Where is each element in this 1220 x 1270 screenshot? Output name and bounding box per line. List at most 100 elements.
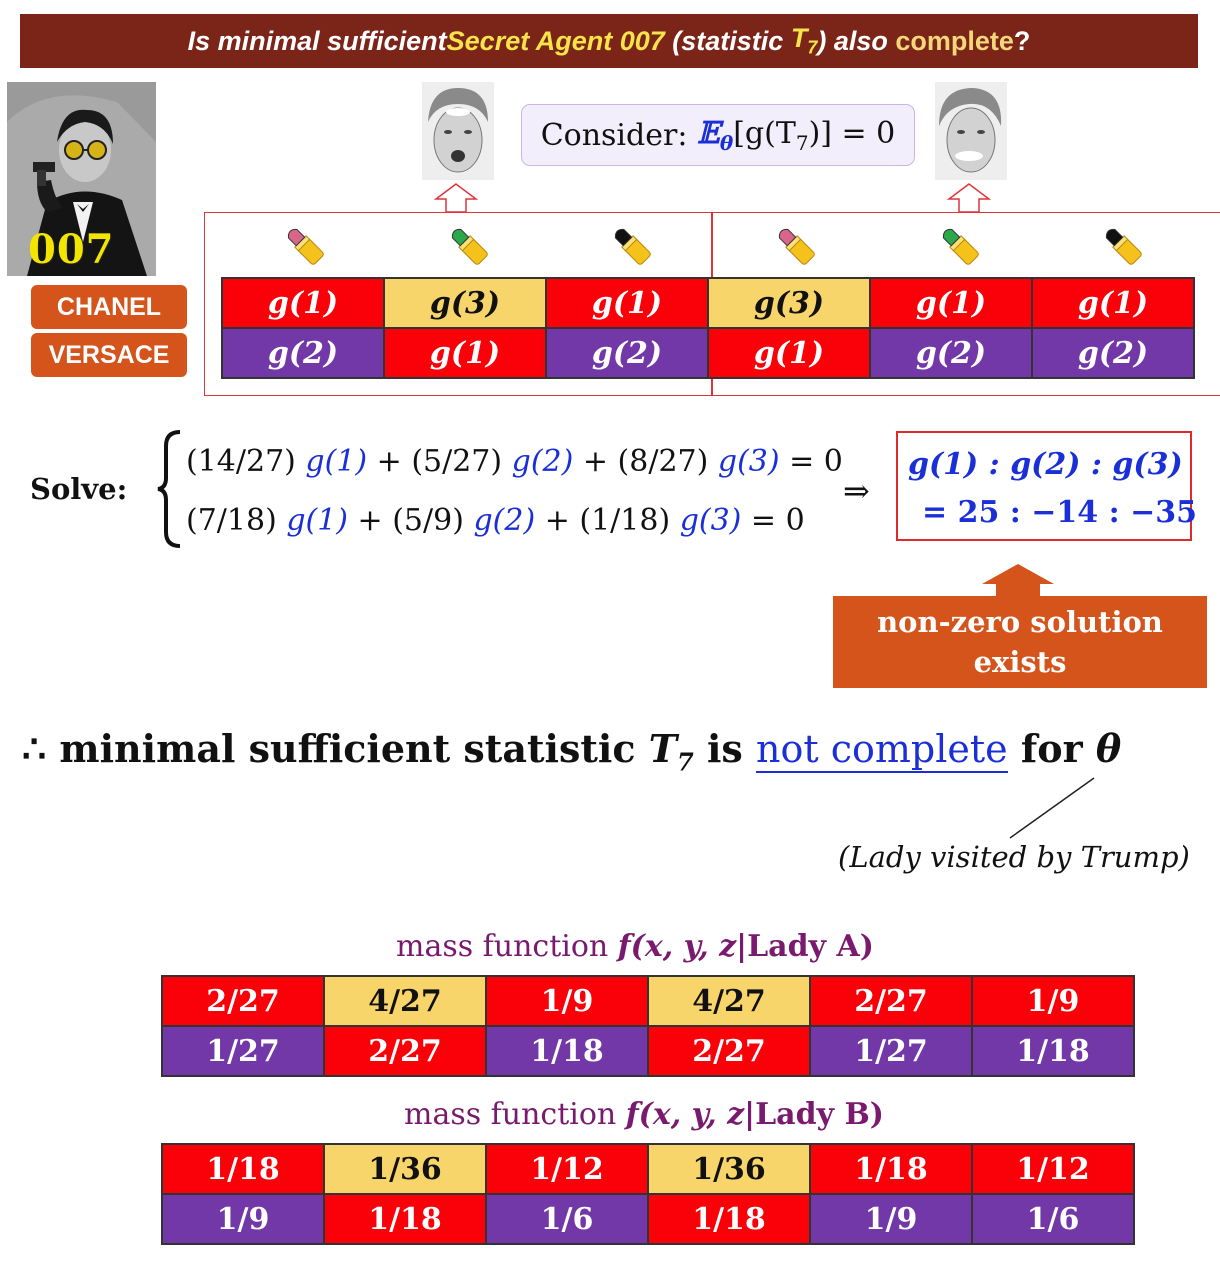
nonzero-line1: non-zero solution xyxy=(877,605,1163,639)
mass-a-row-2: 1/27 2/27 1/18 2/27 1/27 1/18 xyxy=(161,1025,1135,1077)
g-table-cell: g(2) xyxy=(545,327,709,379)
equation-text: = 0 xyxy=(741,503,805,538)
mass-b-cell: 1/36 xyxy=(647,1143,811,1195)
not-complete-link[interactable]: not complete xyxy=(756,727,1008,773)
g-table-cell: g(3) xyxy=(383,277,547,329)
versace-button[interactable]: VERSACE xyxy=(31,333,187,377)
title-banner: Is minimal sufficient Secret Agent 007 (… xyxy=(20,14,1198,68)
equation-text: (14/27) xyxy=(186,444,306,479)
lipstick-icon xyxy=(386,220,550,274)
agent-007-label: 007 xyxy=(28,226,115,273)
lipstick-icon xyxy=(1040,220,1204,274)
equation-text: = 0 xyxy=(779,444,843,479)
g-table-cell: g(3) xyxy=(707,277,871,329)
mass-b-table: 1/18 1/36 1/12 1/36 1/18 1/12 1/9 1/18 1/6 1/18 1/… xyxy=(161,1143,1135,1245)
up-arrow-solution xyxy=(982,564,1054,598)
equation-text: (7/18) xyxy=(186,503,287,538)
mass-a-cell: 2/27 xyxy=(647,1025,811,1077)
g-table-row-1: g(1) g(3) g(1) g(3) g(1) g(1) xyxy=(221,277,1195,329)
mass-a-cell: 1/9 xyxy=(971,975,1135,1027)
mass-a-cell: 1/18 xyxy=(971,1025,1135,1077)
therefore-symbol: ∴ xyxy=(22,726,60,771)
solution-box: g(1) : g(2) : g(3) = 25 : −14 : −35 xyxy=(896,431,1197,541)
g-table-cell: g(1) xyxy=(221,277,385,329)
equation-2: (7/18) g(1) + (5/9) g(2) + (1/18) g(3) =… xyxy=(186,503,805,538)
mass-b-row-1: 1/18 1/36 1/12 1/36 1/18 1/12 xyxy=(161,1143,1135,1195)
solution-values: = 25 : −14 : −35 xyxy=(922,495,1198,530)
mass-b-cell: 1/12 xyxy=(971,1143,1135,1195)
mass-a-cell: 2/27 xyxy=(323,1025,487,1077)
g-term: g(2) xyxy=(473,503,536,538)
solution-ratio: g(1) : g(2) : g(3) xyxy=(908,447,1183,482)
mass-b-cell: 1/9 xyxy=(809,1193,973,1245)
mass-b-cell: 1/6 xyxy=(971,1193,1135,1245)
equation-text: + (8/27) xyxy=(573,444,718,479)
equation-text: + (1/18) xyxy=(535,503,680,538)
equation-1: (14/27) g(1) + (5/27) g(2) + (8/27) g(3)… xyxy=(186,444,843,479)
consider-prefix: Consider: xyxy=(540,117,697,153)
lady-note: (Lady visited by Trump) xyxy=(838,840,1190,874)
mass-a-cell: 1/9 xyxy=(485,975,649,1027)
mass-a-title: mass function f(x, y, z|Lady A) xyxy=(396,929,874,964)
g-table-cell: g(1) xyxy=(707,327,871,379)
mass-a-cell: 4/27 xyxy=(323,975,487,1027)
g-term: g(2) xyxy=(511,444,574,479)
up-arrow-right xyxy=(946,183,992,213)
title-complete: complete xyxy=(895,25,1014,56)
title-stat: T7 xyxy=(790,23,818,58)
solve-label: Solve: xyxy=(30,472,128,506)
title-part3: ) also xyxy=(817,25,896,56)
g-term: g(3) xyxy=(717,444,780,479)
lipstick-icon xyxy=(713,220,877,274)
mass-a-cell: 4/27 xyxy=(647,975,811,1027)
g-table: g(1) g(3) g(1) g(3) g(1) g(1) g(2) g(1) g(2) g(1)… xyxy=(221,277,1195,379)
g-table-cell: g(1) xyxy=(869,277,1033,329)
lipstick-icon xyxy=(877,220,1041,274)
g-table-row-2: g(2) g(1) g(2) g(1) g(2) g(2) xyxy=(221,327,1195,379)
equation-text: + (5/9) xyxy=(348,503,474,538)
mass-b-cell: 1/9 xyxy=(161,1193,325,1245)
equation-text: + (5/27) xyxy=(367,444,512,479)
mass-a-row-1: 2/27 4/27 1/9 4/27 2/27 1/9 xyxy=(161,975,1135,1027)
g-table-cell: g(1) xyxy=(545,277,709,329)
conclusion-theta: θ xyxy=(1095,726,1122,771)
mass-a-cell: 2/27 xyxy=(809,975,973,1027)
mass-b-cell: 1/36 xyxy=(323,1143,487,1195)
g-table-cell: g(2) xyxy=(869,327,1033,379)
mass-a-cell: 1/27 xyxy=(809,1025,973,1077)
up-arrow-left xyxy=(433,183,479,213)
mass-b-cell: 1/18 xyxy=(323,1193,487,1245)
conclusion-text1: minimal sufficient statistic xyxy=(59,726,649,771)
note-pointer-line xyxy=(1009,777,1095,839)
consider-expr: [g(T7)] = 0 xyxy=(733,115,896,155)
nonzero-line2: exists xyxy=(973,645,1067,679)
mass-b-cell: 1/18 xyxy=(647,1193,811,1245)
mass-a-cell: 1/18 xyxy=(485,1025,649,1077)
mass-a-cell: 2/27 xyxy=(161,975,325,1027)
chanel-button[interactable]: CHANEL xyxy=(31,285,187,329)
implies-arrow: ⇒ xyxy=(843,472,870,510)
g-table-cell: g(2) xyxy=(221,327,385,379)
conclusion: ∴ minimal sufficient statistic T7 is not… xyxy=(22,726,1121,777)
title-part1: Is minimal sufficient xyxy=(187,25,447,56)
lipstick-icon xyxy=(222,220,386,274)
system-brace xyxy=(157,430,181,548)
mass-b-cell: 1/6 xyxy=(485,1193,649,1245)
mass-b-title: mass function f(x, y, z|Lady B) xyxy=(404,1097,884,1132)
g-term: g(1) xyxy=(286,503,349,538)
lipstick-icon xyxy=(549,220,713,274)
title-part4: ? xyxy=(1013,25,1031,56)
g-table-cell: g(1) xyxy=(1031,277,1195,329)
conclusion-stat: T7 xyxy=(648,726,694,777)
conclusion-text3: for xyxy=(1007,726,1096,771)
mass-b-cell: 1/18 xyxy=(161,1143,325,1195)
g-term: g(1) xyxy=(305,444,368,479)
trump-face-right xyxy=(935,82,1007,180)
consider-expectation: 𝔼θ xyxy=(696,115,734,155)
mass-b-cell: 1/18 xyxy=(809,1143,973,1195)
g-table-cell: g(2) xyxy=(1031,327,1195,379)
nonzero-solution-box: non-zero solution exists xyxy=(833,596,1207,688)
g-table-cell: g(1) xyxy=(383,327,547,379)
title-agent: Secret Agent 007 xyxy=(446,25,665,56)
agent-photo xyxy=(7,82,156,276)
